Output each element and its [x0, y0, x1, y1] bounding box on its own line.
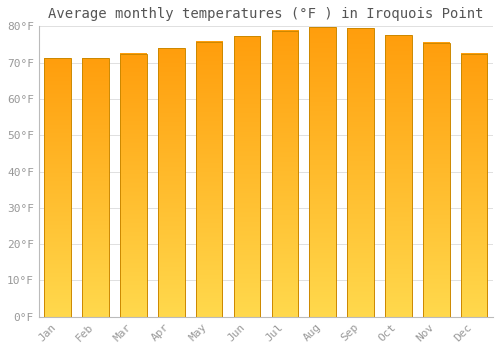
Bar	[385, 35, 411, 317]
Bar	[423, 43, 450, 317]
Bar	[272, 31, 298, 317]
Bar	[82, 58, 109, 317]
Bar	[158, 48, 184, 317]
Bar	[120, 54, 146, 317]
Bar	[234, 36, 260, 317]
Bar	[310, 27, 336, 317]
Title: Average monthly temperatures (°F ) in Iroquois Point: Average monthly temperatures (°F ) in Ir…	[48, 7, 484, 21]
Bar	[348, 28, 374, 317]
Bar	[44, 58, 71, 317]
Bar	[196, 42, 222, 317]
Bar	[461, 54, 487, 317]
